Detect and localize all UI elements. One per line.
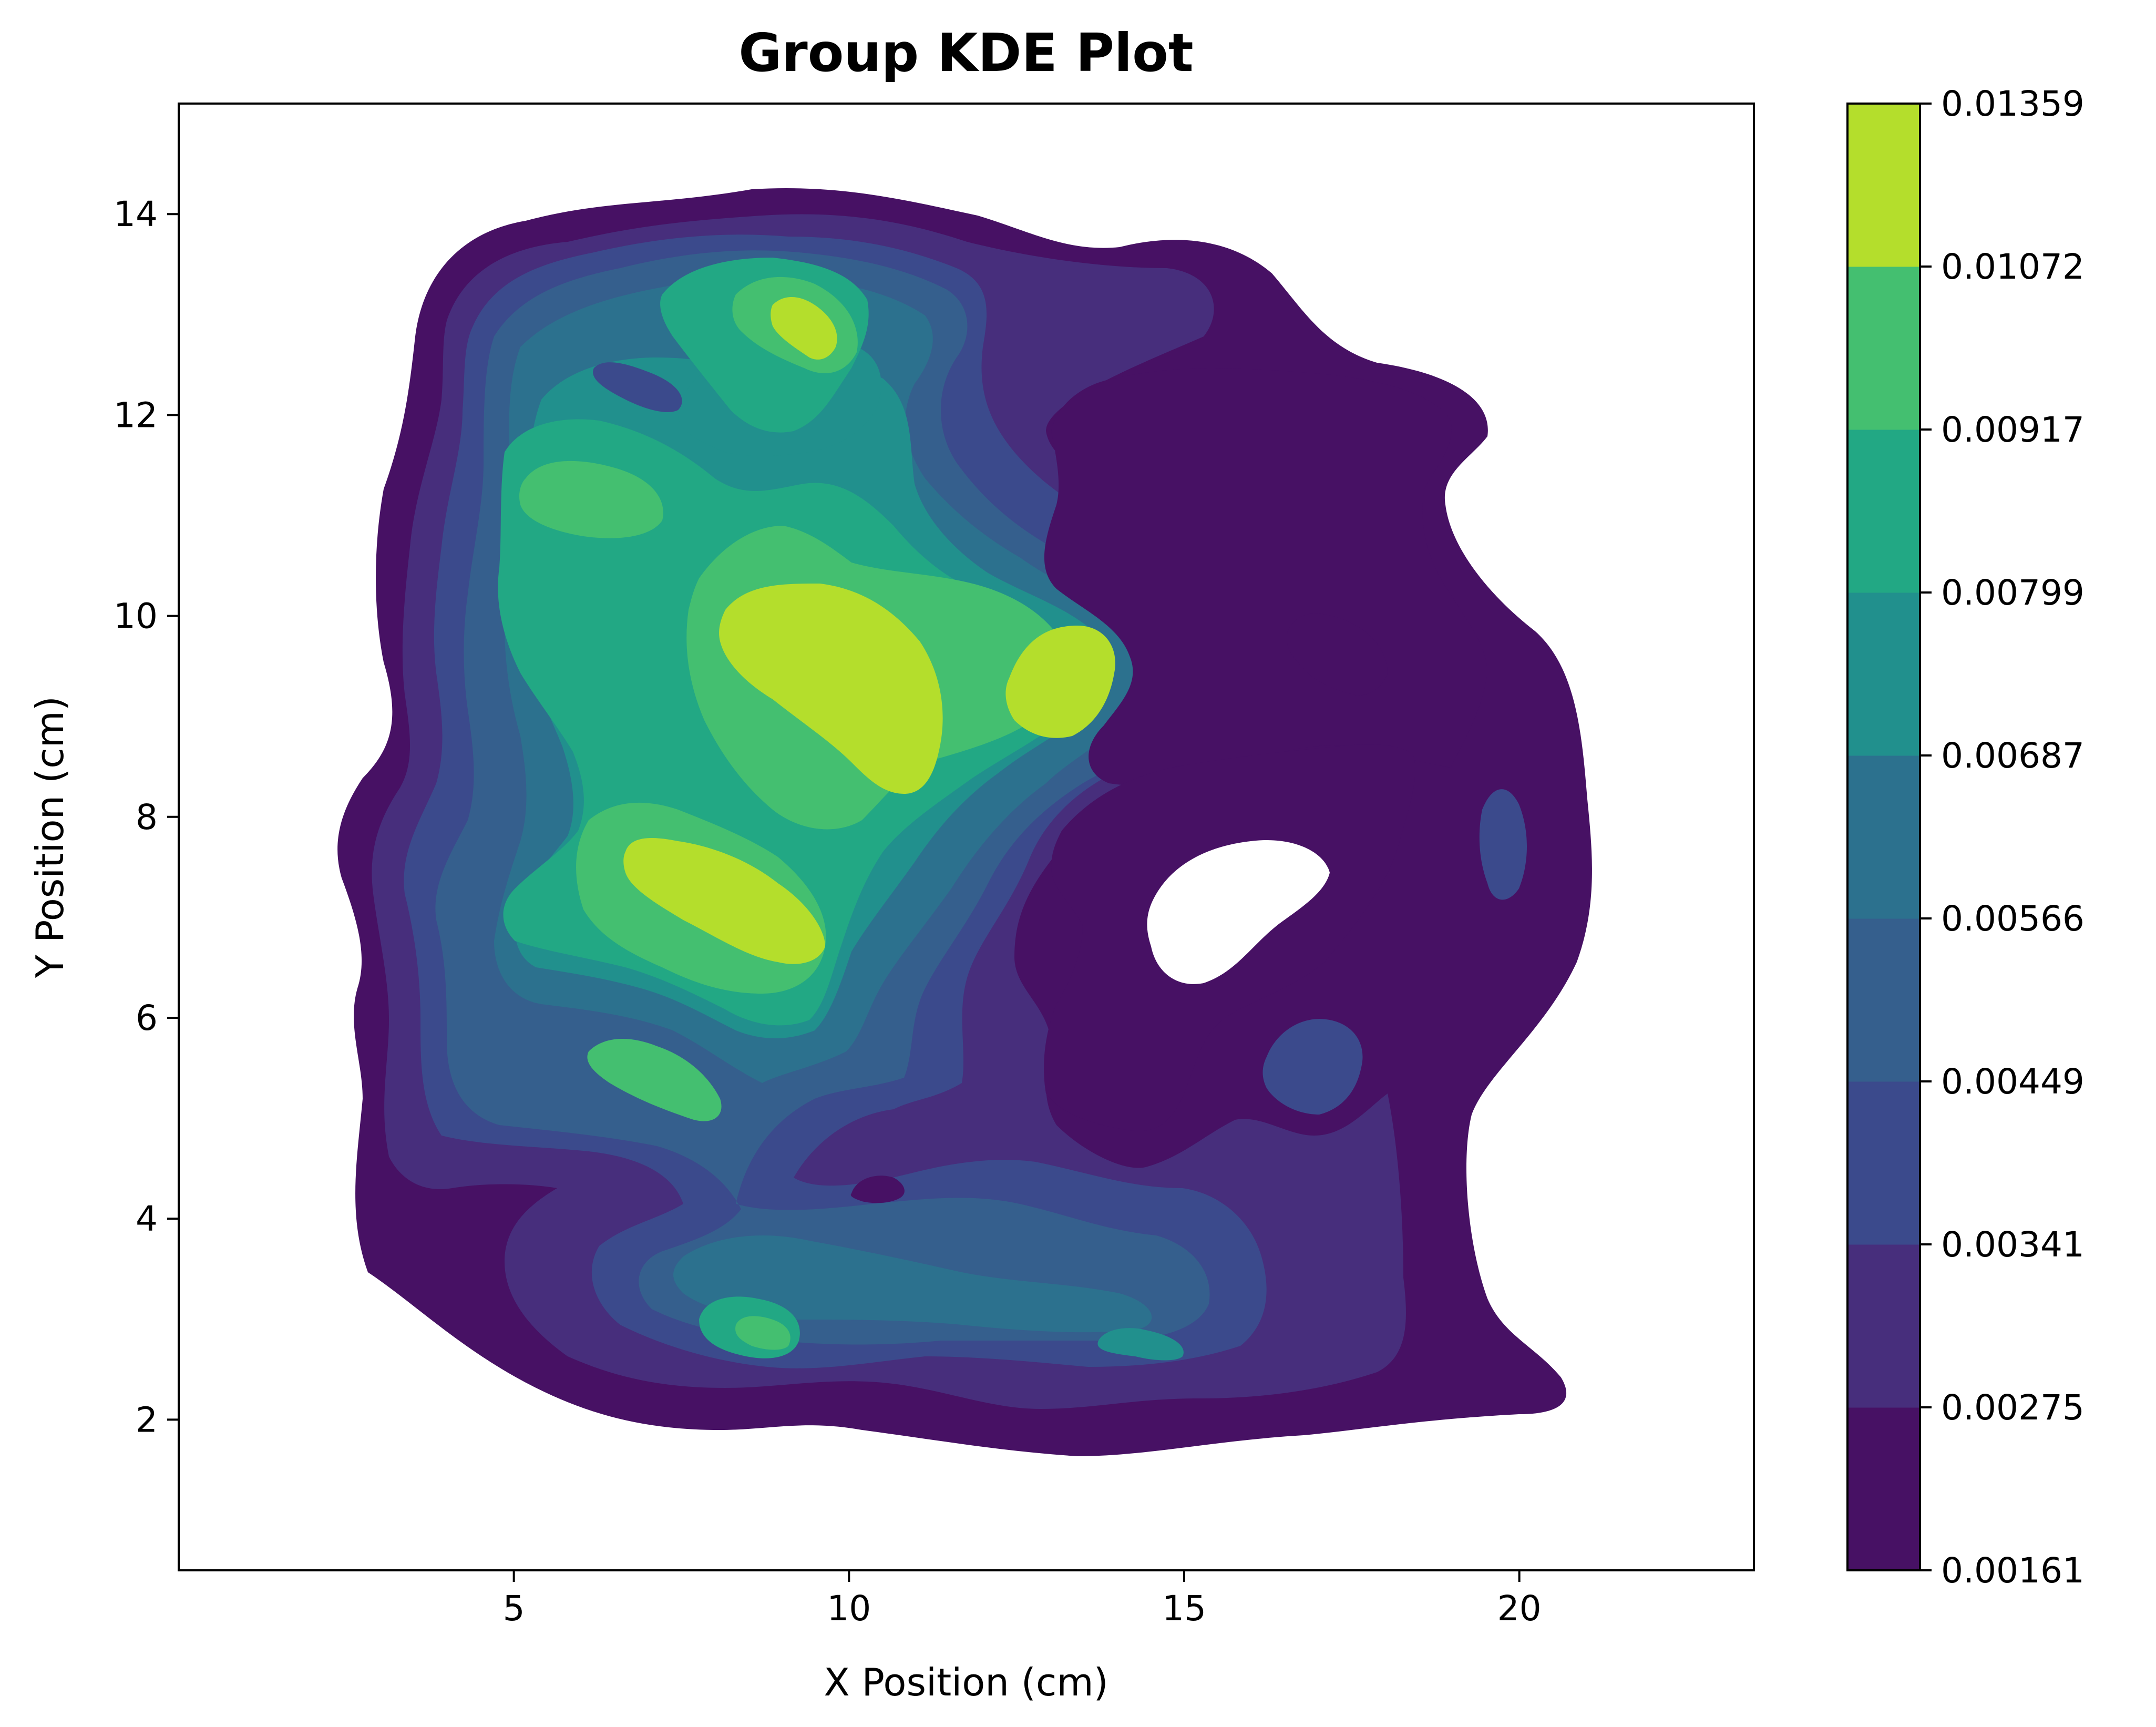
colorbar-band: [1847, 1407, 1920, 1571]
colorbar-tick-label: 0.01359: [1941, 84, 2085, 124]
colorbar-tick-label: 0.00799: [1941, 573, 2085, 613]
contour-level-1e: [850, 1176, 905, 1203]
colorbar: 0.00161 0.00275 0.00341 0.00449 0.00566 0.006…: [1846, 84, 2085, 1591]
x-tick-label: 15: [1162, 1588, 1206, 1629]
y-axis: 2 4 6 8 10 12 14: [114, 194, 179, 1440]
plot-frame: [178, 103, 1755, 1571]
contour-level-8e: [587, 1039, 722, 1121]
y-tick-label: 14: [114, 194, 158, 234]
low-density-hole: [1147, 840, 1330, 984]
colorbar-tick-label: 0.00449: [1941, 1061, 2085, 1102]
contour-level-3d: [593, 362, 682, 412]
colorbar-tick-label: 0.00687: [1941, 735, 2085, 776]
colorbar-band: [1847, 430, 1920, 593]
y-axis-label: Y Position (cm): [28, 696, 72, 978]
contour-level-5b: [673, 1235, 1152, 1333]
contour-level-9b: [719, 584, 943, 794]
colorbar-band: [1847, 592, 1920, 756]
colorbar-band: [1847, 1244, 1920, 1408]
y-tick-label: 12: [114, 395, 158, 435]
x-tick-label: 10: [827, 1588, 871, 1629]
contour-level-3b: [1479, 789, 1527, 900]
colorbar-band: [1847, 267, 1920, 430]
contour-level-8f: [735, 1316, 790, 1350]
contour-level-1b: [1044, 368, 1487, 786]
colorbar-band: [1847, 104, 1920, 267]
contour-level-3c: [1262, 1019, 1363, 1115]
chart-title: Group KDE Plot: [738, 22, 1193, 84]
contour-level-9d: [623, 838, 825, 964]
colorbar-tick-label: 0.01072: [1941, 247, 2085, 287]
x-axis-label: X Position (cm): [824, 1660, 1108, 1704]
x-tick-label: 20: [1497, 1588, 1542, 1629]
kde-contours: [337, 188, 1592, 1456]
colorbar-tick-label: 0.00275: [1941, 1387, 2085, 1428]
x-axis: 5 10 15 20: [503, 1570, 1542, 1629]
y-tick-label: 6: [136, 998, 158, 1038]
colorbar-tick-label: 0.00161: [1941, 1550, 2085, 1591]
x-tick-label: 5: [503, 1588, 525, 1629]
colorbar-tick-label: 0.00341: [1941, 1224, 2085, 1265]
y-tick-label: 2: [136, 1399, 158, 1440]
colorbar-band: [1847, 918, 1920, 1082]
colorbar-tick-label: 0.00566: [1941, 898, 2085, 939]
contour-level-1c: [1287, 613, 1388, 696]
colorbar-tick-label: 0.00917: [1941, 410, 2085, 450]
colorbar-band: [1847, 755, 1920, 919]
y-tick-label: 10: [114, 596, 158, 637]
contour-level-6c: [1097, 1328, 1184, 1361]
colorbar-band: [1847, 1081, 1920, 1245]
y-tick-label: 8: [136, 797, 158, 837]
y-tick-label: 4: [136, 1199, 158, 1239]
colorbar-frame: [1846, 103, 1921, 1571]
contour-level-8b: [519, 461, 663, 538]
contour-level-9c: [1005, 626, 1115, 738]
contour-level-9: [771, 297, 837, 360]
